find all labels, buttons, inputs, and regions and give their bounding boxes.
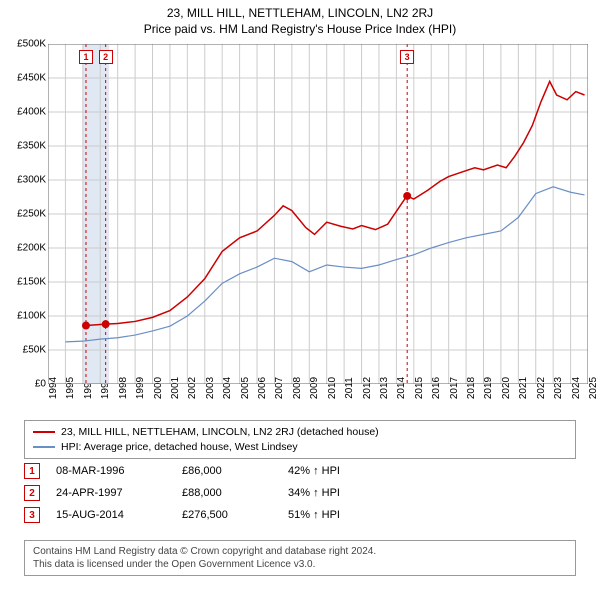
y-tick-label: £200K	[17, 243, 46, 254]
event-marker: 3	[24, 507, 40, 523]
event-row: 2 24-APR-1997 £88,000 34% ↑ HPI	[24, 482, 576, 504]
events-table: 1 08-MAR-1996 £86,000 42% ↑ HPI 2 24-APR-1997…	[24, 460, 576, 526]
event-price: £88,000	[182, 487, 272, 499]
event-marker: 1	[24, 463, 40, 479]
y-tick-label: £450K	[17, 73, 46, 84]
event-date: 24-APR-1997	[56, 487, 166, 499]
event-price: £86,000	[182, 465, 272, 477]
legend: 23, MILL HILL, NETTLEHAM, LINCOLN, LN2 2…	[24, 420, 576, 459]
event-marker-1: 1	[79, 50, 93, 64]
y-tick-label: £50K	[23, 345, 46, 356]
y-tick-label: £500K	[17, 39, 46, 50]
legend-label: HPI: Average price, detached house, West…	[61, 440, 298, 455]
event-date: 08-MAR-1996	[56, 465, 166, 477]
event-hpi: 34% ↑ HPI	[288, 487, 576, 499]
chart-svg	[48, 44, 588, 384]
disclaimer-line1: Contains HM Land Registry data © Crown c…	[33, 545, 567, 558]
legend-swatch	[33, 431, 55, 433]
disclaimer-line2: This data is licensed under the Open Gov…	[33, 558, 567, 571]
legend-swatch	[33, 446, 55, 448]
y-tick-label: £250K	[17, 209, 46, 220]
disclaimer: Contains HM Land Registry data © Crown c…	[24, 540, 576, 576]
event-hpi: 42% ↑ HPI	[288, 465, 576, 477]
event-row: 3 15-AUG-2014 £276,500 51% ↑ HPI	[24, 504, 576, 526]
legend-item: 23, MILL HILL, NETTLEHAM, LINCOLN, LN2 2…	[33, 425, 567, 440]
event-date: 15-AUG-2014	[56, 509, 166, 521]
y-tick-label: £350K	[17, 141, 46, 152]
y-tick-label: £400K	[17, 107, 46, 118]
chart-plot-area: 12 3	[48, 44, 588, 384]
chart-title: 23, MILL HILL, NETTLEHAM, LINCOLN, LN2 2…	[0, 0, 600, 20]
event-row: 1 08-MAR-1996 £86,000 42% ↑ HPI	[24, 460, 576, 482]
y-tick-label: £150K	[17, 277, 46, 288]
chart-subtitle: Price paid vs. HM Land Registry's House …	[0, 20, 600, 40]
y-tick-label: £100K	[17, 311, 46, 322]
y-tick-label: £300K	[17, 175, 46, 186]
event-hpi: 51% ↑ HPI	[288, 509, 576, 521]
x-tick-label: 2025	[588, 377, 599, 399]
event-marker-2: 2	[99, 50, 113, 64]
event-price: £276,500	[182, 509, 272, 521]
event-marker-3: 3	[400, 50, 414, 64]
legend-item: HPI: Average price, detached house, West…	[33, 440, 567, 455]
event-marker: 2	[24, 485, 40, 501]
legend-label: 23, MILL HILL, NETTLEHAM, LINCOLN, LN2 2…	[61, 425, 379, 440]
y-tick-label: £0	[35, 379, 46, 390]
